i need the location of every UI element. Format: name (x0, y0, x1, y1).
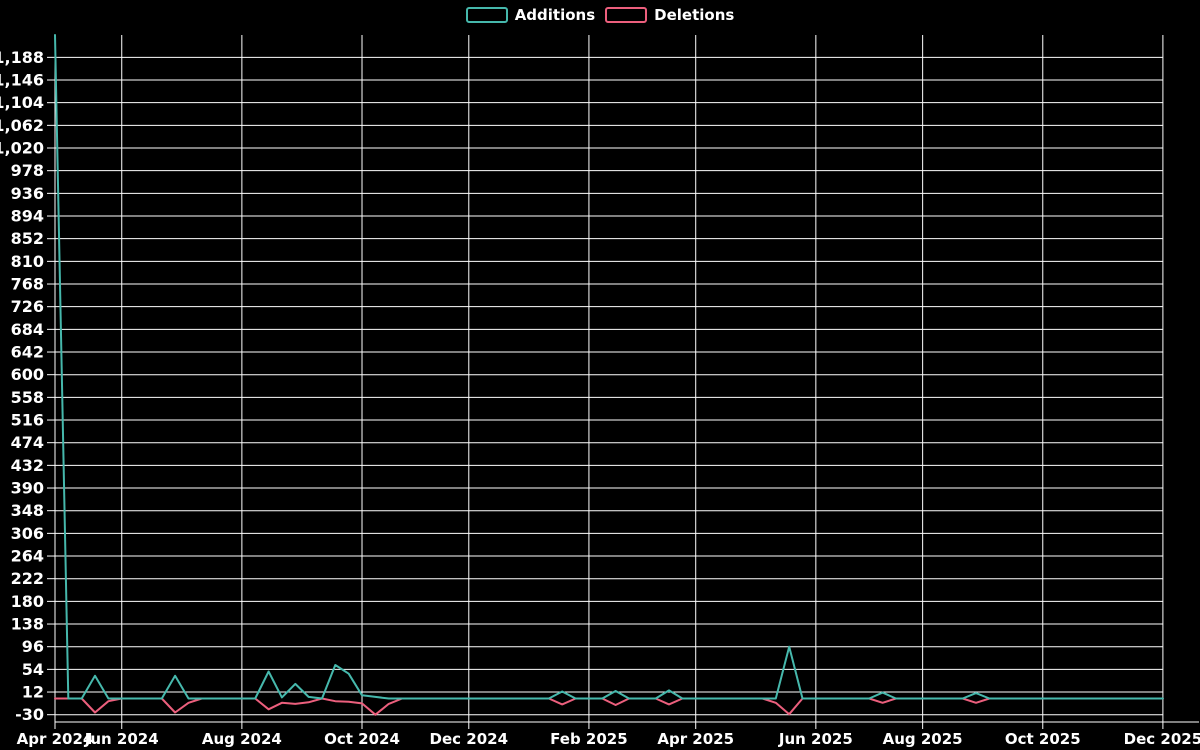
additions-line (54, 34, 1164, 700)
y-tick-label: 516 (11, 411, 44, 430)
legend-item-deletions[interactable]: Deletions (605, 7, 734, 23)
y-tick-label: 936 (11, 184, 44, 203)
y-tick-label: 390 (11, 479, 44, 498)
x-tick-label: Jun 2024 (84, 730, 159, 748)
y-tick-label: 1,020 (0, 139, 44, 158)
additions-legend-label: Additions (514, 5, 596, 24)
x-tick-label: Oct 2024 (324, 730, 400, 748)
deletions-line (54, 697, 1164, 716)
y-tick-label: 348 (11, 501, 44, 520)
y-tick-label: 1,104 (0, 93, 44, 112)
y-tick-label: 138 (11, 615, 44, 634)
y-tick-label: 1,188 (0, 48, 44, 67)
y-tick-label: 1,146 (0, 71, 44, 90)
x-tick-label: Dec 2025 (1124, 730, 1200, 748)
y-tick-label: 222 (11, 569, 44, 588)
y-tick-label: 852 (11, 229, 44, 248)
x-tick-label: Jun 2025 (778, 730, 853, 748)
deletions-legend-swatch-icon (605, 7, 648, 23)
y-tick-label: 558 (11, 388, 44, 407)
y-tick-label: 264 (11, 547, 44, 566)
y-tick-label: 684 (11, 320, 44, 339)
y-tick-label: 180 (11, 592, 44, 611)
y-tick-label: 600 (11, 365, 44, 384)
y-tick-label: 642 (11, 343, 44, 362)
x-tick-label: Aug 2025 (883, 730, 963, 748)
y-tick-label: 894 (11, 207, 44, 226)
y-tick-label: 1,062 (0, 116, 44, 135)
x-tick-label: Feb 2025 (550, 730, 628, 748)
y-tick-label: 54 (22, 660, 44, 679)
x-tick-label: Apr 2024 (17, 730, 94, 748)
y-tick-label: 306 (11, 524, 44, 543)
additions-legend-swatch-icon (465, 7, 508, 23)
y-tick-label: 12 (22, 683, 44, 702)
x-tick-label: Oct 2025 (1005, 730, 1081, 748)
y-tick-label: 768 (11, 275, 44, 294)
y-tick-label: 810 (11, 252, 44, 271)
chart-legend: Additions Deletions (0, 7, 1200, 23)
y-tick-label: -30 (15, 705, 44, 724)
y-tick-label: 96 (22, 637, 44, 656)
y-tick-label: 432 (11, 456, 44, 475)
x-tick-label: Dec 2024 (430, 730, 509, 748)
y-tick-label: 474 (11, 433, 44, 452)
deletions-legend-label: Deletions (654, 5, 735, 24)
y-tick-label: 726 (11, 297, 44, 316)
y-tick-label: 978 (11, 161, 44, 180)
x-tick-label: Apr 2025 (657, 730, 734, 748)
legend-item-additions[interactable]: Additions (465, 5, 596, 24)
x-tick-label: Aug 2024 (202, 730, 282, 748)
